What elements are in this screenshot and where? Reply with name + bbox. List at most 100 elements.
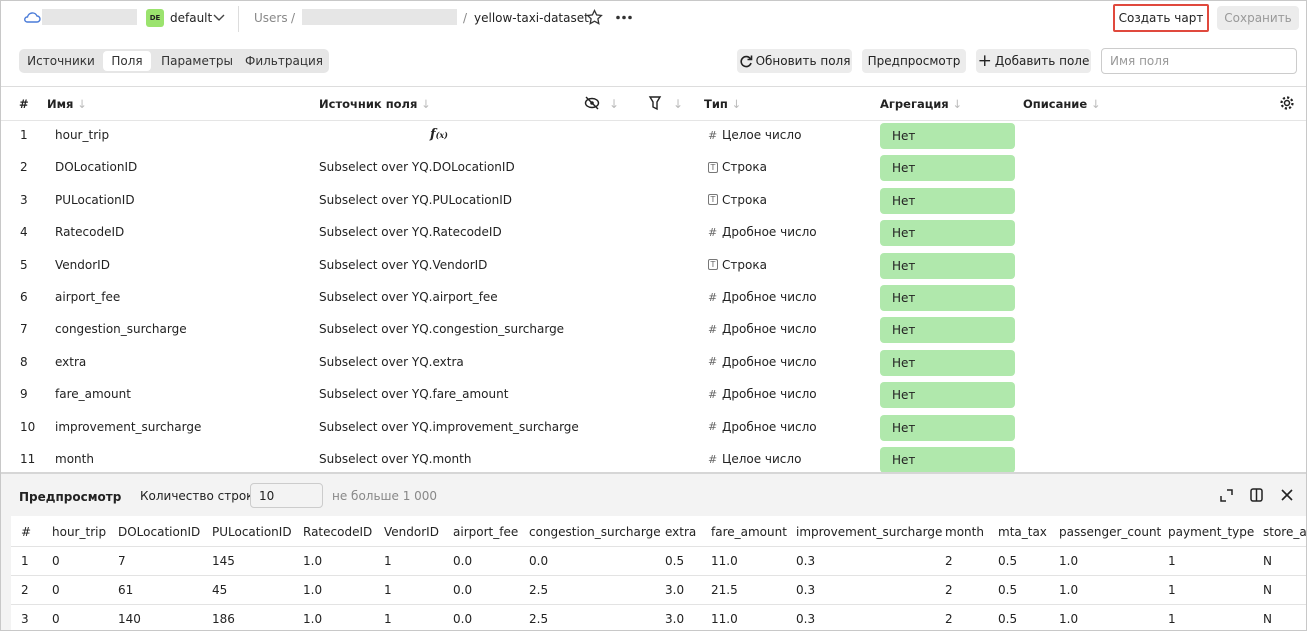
preview-col-header: VendorID bbox=[384, 525, 439, 539]
type-label: Дробное число bbox=[722, 225, 817, 240]
breadcrumb-root[interactable]: Users bbox=[254, 11, 288, 25]
preview-cell: 3 bbox=[21, 612, 29, 626]
aggregation-select[interactable]: Нет bbox=[880, 155, 1015, 182]
aggregation-select[interactable]: Нет bbox=[880, 220, 1015, 247]
preview-cell: 45 bbox=[212, 583, 228, 597]
preview-cell: 0 bbox=[52, 554, 60, 568]
preview-col-header: DOLocationID bbox=[118, 525, 201, 539]
field-name[interactable]: extra bbox=[55, 354, 87, 369]
field-type[interactable]: # Дробное число bbox=[708, 354, 817, 370]
chevron[interactable] bbox=[213, 14, 225, 22]
preview-cell: 145 bbox=[212, 554, 235, 568]
field-type[interactable]: # Дробное число bbox=[708, 419, 817, 435]
preview-cell: 3.0 bbox=[665, 612, 685, 626]
aggregation-select[interactable]: Нет bbox=[880, 447, 1015, 473]
save-button[interactable]: Сохранить bbox=[1217, 6, 1299, 30]
search-input[interactable]: Имя поля bbox=[1101, 48, 1297, 74]
field-name[interactable]: DOLocationID bbox=[55, 160, 138, 175]
col-header[interactable]: Источник поля bbox=[319, 97, 431, 111]
col-header[interactable]: Тип bbox=[704, 97, 741, 111]
field-type[interactable]: T Строка bbox=[708, 257, 767, 273]
sort-icon[interactable]: ↓ bbox=[673, 97, 684, 111]
field-name[interactable]: improvement_surcharge bbox=[55, 419, 202, 434]
field-name[interactable]: hour_trip bbox=[55, 128, 110, 142]
settings-icon[interactable] bbox=[1279, 95, 1295, 111]
type-icon: T bbox=[708, 161, 718, 173]
col-header[interactable]: Описание bbox=[1023, 97, 1100, 111]
row-index: 8 bbox=[20, 354, 28, 369]
preview-col-header: RatecodeID bbox=[303, 525, 373, 539]
aggregation-select[interactable]: Нет bbox=[880, 123, 1015, 149]
aggregation-select[interactable]: Нет bbox=[880, 382, 1015, 409]
preview-cell: 0 bbox=[52, 612, 60, 626]
field-name[interactable]: fare_amount bbox=[55, 387, 131, 402]
split-icon[interactable] bbox=[1250, 488, 1263, 502]
field-type[interactable]: T Строка bbox=[708, 192, 767, 208]
aggregation-select[interactable]: Нет bbox=[880, 414, 1015, 441]
preview-button[interactable]: Предпросмотр bbox=[862, 49, 966, 73]
field-name[interactable]: RatecodeID bbox=[55, 225, 125, 240]
tab[interactable]: Параметры bbox=[161, 54, 233, 68]
preview-cell: 140 bbox=[118, 612, 141, 626]
tabs: Источники Поля Параметры Фильтрация bbox=[19, 49, 329, 73]
field-type[interactable]: # Целое число bbox=[708, 127, 801, 143]
tab[interactable]: Поля bbox=[103, 51, 151, 71]
field-type[interactable]: # Дробное число bbox=[708, 289, 817, 305]
add-field-button[interactable]: + Добавить поле bbox=[976, 49, 1091, 73]
field-type[interactable]: # Дробное число bbox=[708, 224, 817, 240]
aggregation-select[interactable]: Нет bbox=[880, 349, 1015, 376]
field-source: Subselect over YQ.DOLocationID bbox=[319, 160, 515, 175]
more-icon[interactable] bbox=[615, 15, 633, 20]
preview-cell: 1.0 bbox=[1059, 554, 1079, 568]
field-type[interactable]: # Целое число bbox=[708, 451, 801, 467]
sort-icon[interactable]: ↓ bbox=[609, 97, 620, 111]
preview-col-header: # bbox=[21, 525, 32, 539]
close-icon[interactable] bbox=[1281, 489, 1293, 501]
col-header[interactable]: Имя bbox=[47, 97, 87, 111]
row-index: 11 bbox=[20, 452, 36, 466]
field-type[interactable]: T Строка bbox=[708, 159, 767, 175]
row-line bbox=[11, 575, 1306, 576]
expand-icon[interactable] bbox=[1220, 489, 1233, 502]
breadcrumb-sep: / bbox=[291, 11, 296, 25]
tab[interactable]: Фильтрация bbox=[244, 54, 324, 68]
col-header[interactable]: Агрегация bbox=[880, 97, 962, 111]
aggregation-select[interactable]: Нет bbox=[880, 285, 1015, 311]
preview-cell: 11.0 bbox=[711, 554, 738, 568]
preview-cell: 1.0 bbox=[1059, 583, 1079, 597]
preview-cell: 1.0 bbox=[303, 583, 323, 597]
preview-panel: Предпросмотр Количество строк: 10 не бол… bbox=[1, 472, 1306, 630]
aggregation-select[interactable]: Нет bbox=[880, 187, 1015, 214]
tab[interactable]: Источники bbox=[27, 54, 95, 68]
preview-cell: 0.5 bbox=[998, 554, 1018, 568]
field-type[interactable]: # Дробное число bbox=[708, 386, 817, 402]
field-name[interactable]: congestion_surcharge bbox=[55, 322, 187, 337]
field-type[interactable]: # Дробное число bbox=[708, 321, 817, 337]
preview-cell: 1 bbox=[384, 612, 392, 626]
refresh-icon bbox=[739, 55, 752, 68]
preview-cell: N bbox=[1263, 612, 1272, 626]
workspace-name[interactable]: default bbox=[170, 11, 213, 25]
preview-cell: 1 bbox=[1168, 583, 1176, 597]
preview-cell: 0.3 bbox=[796, 583, 816, 597]
preview-col-header: hour_trip bbox=[52, 525, 107, 539]
aggregation-select[interactable]: Нет bbox=[880, 252, 1015, 279]
preview-cell: 0.0 bbox=[453, 583, 473, 597]
refresh-button[interactable]: Обновить поля bbox=[737, 49, 852, 73]
field-name[interactable]: month bbox=[55, 452, 94, 466]
field-name[interactable]: VendorID bbox=[55, 257, 110, 272]
filter-icon bbox=[648, 96, 662, 111]
preview-cell: 21.5 bbox=[711, 583, 738, 597]
field-source: Subselect over YQ.improvement_surcharge bbox=[319, 419, 579, 434]
field-name[interactable]: PULocationID bbox=[55, 192, 135, 207]
aggregation-select[interactable]: Нет bbox=[880, 317, 1015, 344]
star-icon[interactable] bbox=[586, 9, 603, 26]
type-label: Целое число bbox=[722, 452, 802, 466]
rows-input[interactable]: 10 bbox=[250, 483, 323, 508]
type-label: Дробное число bbox=[722, 354, 817, 369]
workspace-badge: DE bbox=[146, 9, 164, 27]
preview-cell: 2 bbox=[21, 583, 29, 597]
create-chart-button[interactable]: Создать чарт bbox=[1113, 4, 1209, 32]
field-name[interactable]: airport_fee bbox=[55, 290, 121, 304]
